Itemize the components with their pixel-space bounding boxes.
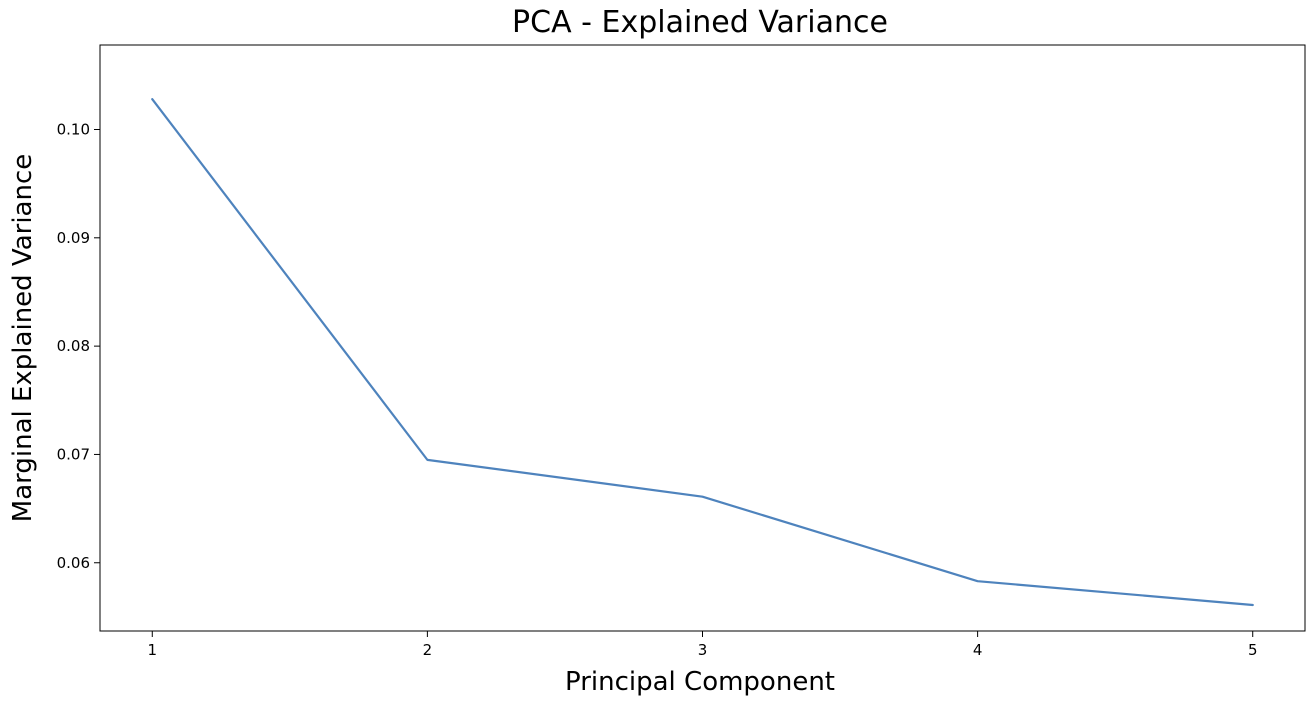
- series-layer: [151, 98, 1254, 607]
- y-axis-ticks: 0.06 0.07 0.08 0.09 0.10: [57, 120, 100, 572]
- y-tick-label: 0.07: [57, 445, 90, 463]
- plot-area: [99, 44, 1306, 632]
- chart-title: PCA - Explained Variance: [512, 5, 888, 40]
- x-axis-label: Principal Component: [565, 667, 835, 697]
- x-tick-label: 1: [147, 641, 157, 659]
- y-tick-label: 0.09: [57, 229, 90, 247]
- x-tick-label: 4: [973, 641, 983, 659]
- y-tick-label: 0.08: [57, 337, 90, 355]
- x-axis-ticks: 1 2 3 4 5: [147, 631, 1258, 659]
- x-tick-label: 5: [1248, 641, 1258, 659]
- plot-frame: [99, 44, 1306, 632]
- x-tick-label: 3: [698, 641, 708, 659]
- y-tick-label: 0.10: [57, 120, 90, 138]
- x-tick-label: 2: [423, 641, 433, 659]
- y-tick-label: 0.06: [57, 554, 90, 572]
- y-axis-label: Marginal Explained Variance: [8, 154, 38, 522]
- series-line-0: [151, 98, 1254, 607]
